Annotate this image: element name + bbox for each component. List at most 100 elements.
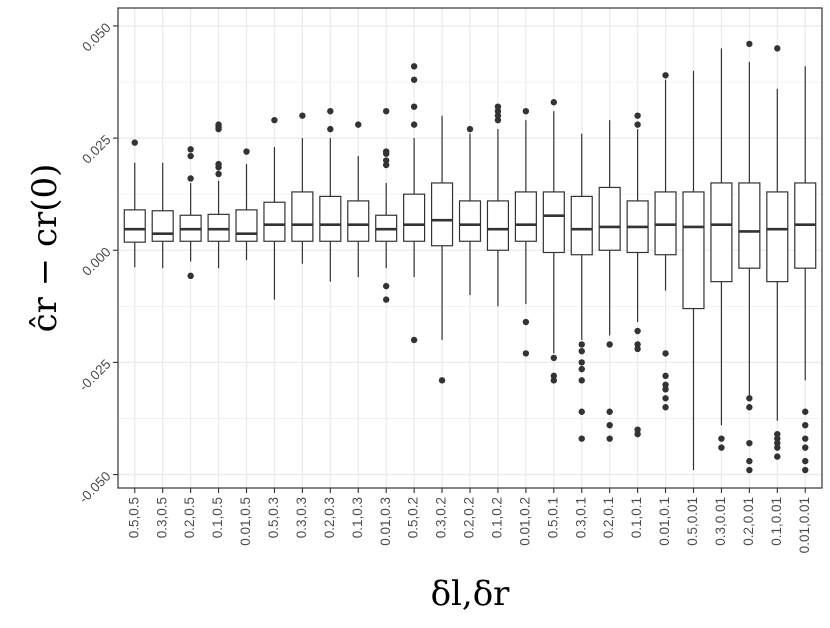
x-tick-label: 0.3,0.01	[713, 497, 728, 546]
outlier-point	[187, 146, 194, 153]
outlier-point	[802, 466, 809, 474]
box	[207, 213, 230, 242]
outlier-point	[802, 435, 809, 442]
outlier-point	[215, 121, 222, 128]
outlier-point	[578, 377, 585, 384]
box	[570, 195, 593, 256]
x-tick-label: 0.2,0.1	[601, 497, 616, 538]
outlier-point	[215, 160, 222, 168]
outlier-point	[410, 63, 418, 70]
box-group	[542, 99, 565, 384]
outlier-point	[382, 107, 390, 115]
outlier-point	[578, 347, 585, 355]
box-group	[486, 103, 510, 307]
outlier-point	[662, 404, 669, 411]
box-group	[235, 148, 258, 261]
outlier-point	[550, 99, 558, 106]
box-group	[654, 72, 677, 411]
outlier-point	[718, 444, 725, 451]
box	[291, 191, 314, 242]
box	[458, 200, 482, 242]
outlier-point	[578, 408, 585, 415]
box-group	[347, 121, 370, 278]
outlier-point	[187, 272, 194, 280]
outlier-point	[802, 457, 809, 465]
outlier-point	[578, 435, 585, 442]
x-tick-label: 0.01,0.1	[657, 497, 672, 546]
box	[766, 191, 789, 283]
outlier-point	[355, 121, 362, 128]
box	[682, 191, 705, 310]
x-tick-label: 0.2,0.2	[462, 497, 477, 538]
outlier-point	[802, 421, 809, 429]
box-group	[430, 115, 454, 384]
outlier-point	[550, 377, 558, 384]
box-group	[598, 120, 621, 442]
outlier-point	[746, 40, 753, 48]
outlier-point	[299, 112, 306, 119]
outlier-point	[494, 103, 502, 110]
outlier-point	[410, 336, 418, 344]
outlier-point	[634, 345, 641, 353]
x-tick-label: 0.2,0.3	[322, 497, 337, 538]
box-group	[682, 70, 705, 471]
outlier-point	[522, 318, 530, 326]
box	[738, 182, 761, 269]
x-tick-label: 0.01,0.5	[238, 497, 253, 546]
x-axis: 0.5,0.5 0.3,0.5 0.2,0.5 0.1,0.5 0.01,0.5 0.5,…	[126, 488, 812, 553]
outlier-point	[327, 107, 334, 115]
outlier-point	[662, 395, 669, 402]
outlier-point	[718, 435, 725, 442]
outlier-point	[327, 125, 334, 133]
outlier-point	[802, 408, 809, 415]
box-group	[123, 139, 146, 268]
x-tick-label: 0.2,0.5	[182, 497, 197, 538]
outlier-point	[410, 121, 418, 128]
outlier-point	[662, 72, 669, 79]
outlier-point	[466, 125, 474, 133]
outlier-point	[802, 444, 809, 451]
outlier-point	[550, 372, 558, 380]
outlier-point	[634, 426, 641, 433]
outlier-point	[494, 112, 502, 119]
x-tick-label: 0.5,0.1	[545, 497, 560, 538]
box	[123, 209, 146, 243]
outlier-point	[243, 148, 250, 155]
outlier-point	[774, 453, 781, 460]
box-group	[570, 133, 593, 442]
box-group	[179, 146, 202, 280]
outlier-point	[382, 296, 390, 303]
box-group	[738, 40, 761, 474]
x-axis-title: δl,δr	[431, 574, 511, 614]
outlier-point	[382, 282, 390, 290]
outlier-point	[634, 341, 641, 348]
box	[514, 191, 537, 242]
outlier-point	[746, 439, 753, 447]
outlier-point	[746, 395, 753, 402]
boxes	[123, 40, 817, 474]
x-tick-label: 0.5,0.5	[126, 497, 141, 538]
outlier-point	[774, 435, 781, 442]
x-tick-label: 0.1,0.1	[629, 497, 644, 538]
outlier-point	[271, 116, 278, 124]
x-tick-label: 0.5,0.2	[406, 497, 421, 538]
box-group	[794, 66, 817, 474]
box	[151, 210, 174, 242]
box	[235, 209, 258, 242]
box-group	[710, 48, 733, 451]
x-tick-label: 0.01,0.3	[378, 497, 393, 546]
outlier-point	[606, 408, 613, 415]
box-group	[626, 112, 649, 438]
x-tick-label: 0.3,0.3	[294, 497, 309, 538]
outlier-point	[662, 350, 669, 357]
outlier-point	[634, 112, 641, 119]
box-group	[766, 45, 789, 460]
box	[347, 200, 370, 242]
outlier-point	[522, 107, 530, 115]
box	[319, 195, 342, 242]
outlier-point	[494, 107, 502, 115]
outlier-point	[215, 170, 222, 178]
x-tick-label: 0.1,0.5	[210, 497, 225, 538]
box-group	[151, 162, 174, 269]
